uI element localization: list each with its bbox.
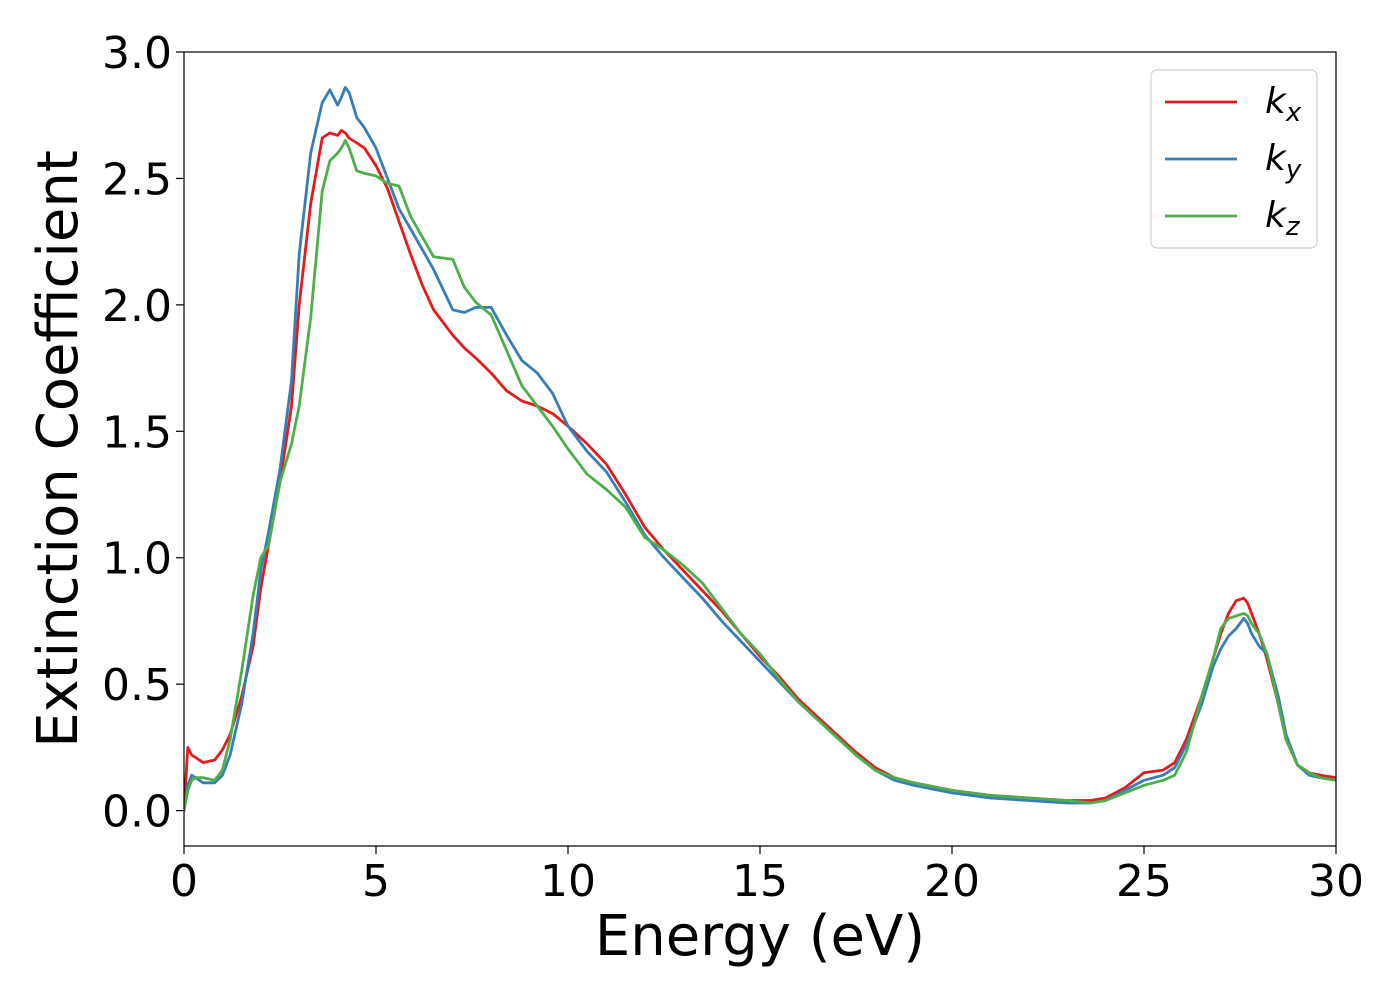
y-tick-label: 1.0 [102,534,172,585]
legend-label-kz: kz [1265,195,1301,242]
legend-label-kx: kx [1265,81,1302,128]
series-line-kz [184,139,1336,812]
x-tick-label: 15 [732,856,788,907]
legend: kx ky kz [1150,69,1318,249]
y-tick-label: 2.0 [102,281,172,332]
series-line-ky [184,86,1336,812]
y-tick-label: 2.5 [102,154,172,205]
y-axis-title: Extinction Coefficient [26,150,91,748]
y-tick-label: 0.5 [102,660,172,711]
x-tick-label: 10 [540,856,596,907]
plot-area [184,52,1336,846]
x-tick-label: 30 [1308,856,1364,907]
series-layer [184,86,1336,812]
axes-layer: 0 5 10 15 20 25 30 0.0 0.5 1.0 1.5 2.0 2.5 3.0 [102,28,1364,907]
x-tick-label: 0 [170,856,198,907]
x-tick-label: 20 [924,856,980,907]
x-tick-label: 5 [362,856,390,907]
legend-label-ky: ky [1265,138,1302,185]
y-tick-label: 1.5 [102,407,172,458]
y-tick-label: 0.0 [102,787,172,838]
x-tick-label: 25 [1116,856,1172,907]
x-axis-title: Energy (eV) [595,904,925,969]
y-tick-label: 3.0 [102,28,172,79]
